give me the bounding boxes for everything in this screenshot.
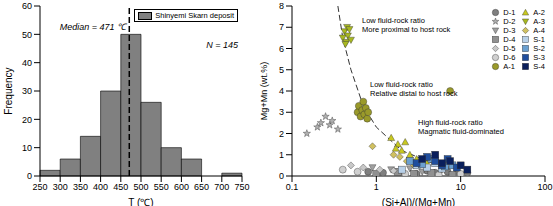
html-text:A-4: A-4 [533,26,545,35]
html-text:D-4: D-4 [503,35,516,44]
html-text:N = 145: N = 145 [206,40,238,50]
svg-text:(Si+Al)/(Mg+Mn): (Si+Al)/(Mg+Mn) [382,197,455,206]
svg-text:100: 100 [537,182,545,192]
svg-text:500: 500 [133,182,148,192]
html-text:D-6: D-6 [503,53,516,62]
html-text:High fluid-rock ratio: High fluid-rock ratio [418,118,483,127]
svg-text:T (℃): T (℃) [128,197,153,206]
svg-text:4: 4 [279,86,284,96]
svg-text:10: 10 [22,143,32,153]
svg-text:450: 450 [113,182,128,192]
svg-text:6: 6 [279,44,284,54]
html-text:Median = 471 ℃: Median = 471 ℃ [59,22,126,32]
svg-text:20: 20 [22,115,32,125]
svg-text:600: 600 [174,182,189,192]
html-text:Low fluid-rock ratio: Low fluid-rock ratio [370,80,433,89]
html-text:S-3: S-3 [533,53,545,62]
svg-text:550: 550 [154,182,169,192]
svg-text:5: 5 [279,65,284,75]
html-text:S-1: S-1 [533,35,545,44]
svg-text:0.1: 0.1 [286,182,299,192]
svg-text:1: 1 [374,182,379,192]
svg-text:7: 7 [279,22,284,32]
svg-text:700: 700 [214,182,229,192]
svg-text:8: 8 [279,1,284,11]
html-text:More proximal to host rock: More proximal to host rock [362,25,451,34]
html-text:D-1: D-1 [503,8,516,17]
svg-text:Mg+Mn (wt.%): Mg+Mn (wt.%) [259,62,269,120]
html-text:A-2: A-2 [533,8,545,17]
svg-text:50: 50 [22,30,32,40]
svg-text:750: 750 [234,182,249,192]
html-text:Magmatic fluid-dominated: Magmatic fluid-dominated [418,127,504,136]
html-text:S-4: S-4 [533,62,545,71]
html-text:A-1: A-1 [503,62,515,71]
html-text:D-5: D-5 [503,44,516,53]
svg-text:250: 250 [32,182,47,192]
html-text:D-2: D-2 [503,17,516,26]
svg-text:300: 300 [53,182,68,192]
svg-text:10: 10 [456,182,466,192]
html-text:S-2: S-2 [533,44,545,53]
html-text:Low fluid-rock ratio: Low fluid-rock ratio [362,16,425,25]
svg-text:0: 0 [27,171,32,181]
svg-text:0: 0 [279,171,284,181]
svg-text:650: 650 [194,182,209,192]
html-text:Shinyemi Skarn deposit: Shinyemi Skarn deposit [155,11,234,20]
html-text:A-3: A-3 [533,17,545,26]
svg-text:40: 40 [22,58,32,68]
svg-text:Frequency: Frequency [8,67,14,114]
svg-text:350: 350 [73,182,88,192]
html-text:Relative distal to host rock: Relative distal to host rock [370,89,458,98]
svg-text:1: 1 [279,150,284,160]
svg-text:2: 2 [279,129,284,139]
svg-text:400: 400 [93,182,108,192]
svg-text:30: 30 [22,86,32,96]
svg-text:60: 60 [22,1,32,11]
svg-text:3: 3 [279,107,284,117]
html-text:D-3: D-3 [503,26,516,35]
